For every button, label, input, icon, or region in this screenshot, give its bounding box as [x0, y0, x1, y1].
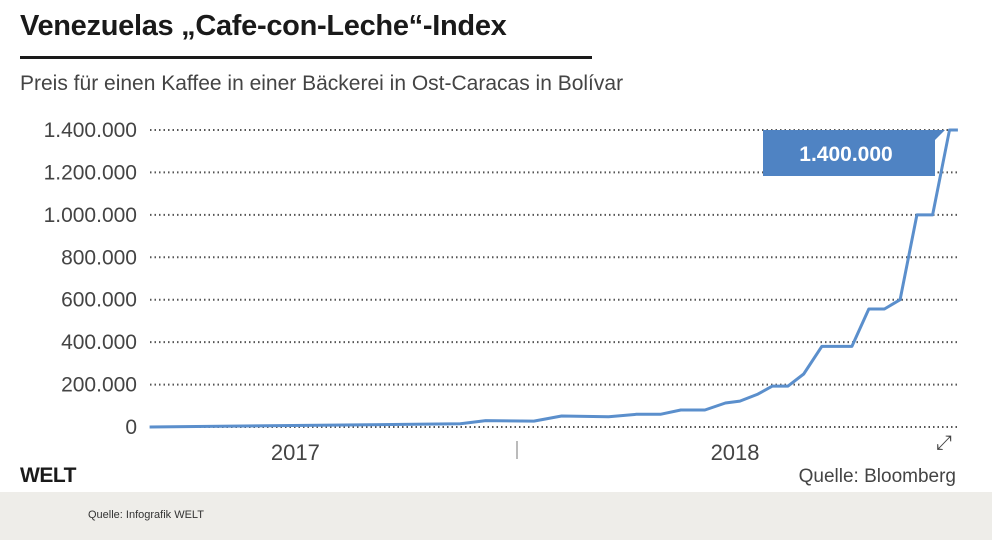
series-line: [149, 128, 958, 429]
value-callout: 1.400.000: [763, 130, 945, 176]
y-tick-label: 600.000: [61, 289, 137, 312]
callout-box: [763, 130, 945, 176]
y-tick-label: 1.000.000: [44, 204, 137, 227]
x-tick-label: 2018: [711, 440, 760, 465]
welt-logo: WELT: [20, 464, 76, 487]
source-label: Quelle: Bloomberg: [798, 466, 956, 487]
y-tick-label: 200.000: [61, 374, 137, 397]
x-tick-label: 2017: [271, 440, 320, 465]
y-tick-label: 0: [125, 416, 137, 439]
credit-label: Quelle: Infografik WELT: [88, 509, 204, 521]
y-tick-label: 400.000: [61, 331, 137, 354]
callout-label: 1.400.000: [799, 143, 892, 166]
chart-subtitle: Preis für einen Kaffee in einer Bäckerei…: [20, 72, 624, 95]
expand-arrows-icon[interactable]: ⤢: [936, 432, 952, 454]
y-tick-label: 800.000: [61, 246, 137, 269]
title-underline: [20, 56, 592, 59]
footer-band: Quelle: Infografik WELT: [0, 492, 992, 540]
chart-title: Venezuelas „Cafe-con-Leche“-Index: [20, 10, 507, 42]
y-tick-label: 1.400.000: [44, 119, 137, 142]
y-tick-label: 1.200.000: [44, 161, 137, 184]
